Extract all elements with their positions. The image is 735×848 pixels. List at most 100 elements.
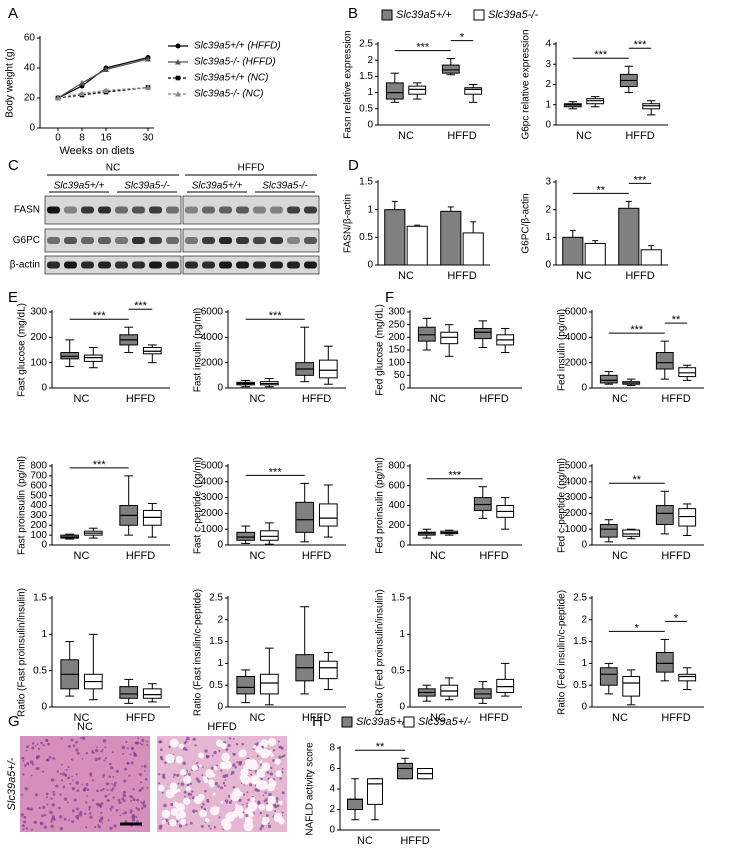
y-tick-label: 1.5 <box>359 177 373 188</box>
significance-label: *** <box>269 466 283 478</box>
y-tick-label: 0 <box>367 260 373 271</box>
nucleus <box>235 743 239 746</box>
nucleus <box>186 738 188 741</box>
nucleus <box>22 759 25 762</box>
x-tick-label: NC <box>250 712 266 724</box>
nucleus <box>164 761 167 764</box>
nucleus <box>102 787 105 791</box>
y-tick-label: 800 <box>388 461 405 472</box>
nucleus <box>111 751 114 754</box>
nucleus <box>256 788 261 793</box>
blot-band <box>253 237 266 244</box>
nucleus <box>99 806 102 809</box>
nucleus <box>238 760 243 765</box>
legend-swatch <box>403 716 415 728</box>
nucleus <box>131 813 136 818</box>
y-tick-label: 2 <box>217 614 223 625</box>
nucleus <box>50 797 53 800</box>
nucleus <box>257 801 261 805</box>
nucleus <box>46 803 49 806</box>
nucleus <box>112 787 115 790</box>
lipid-droplet <box>169 738 179 748</box>
blot-band <box>81 206 94 214</box>
blot-band <box>98 261 111 269</box>
nucleus <box>177 782 180 785</box>
nucleus <box>162 773 166 777</box>
lipid-droplet <box>274 758 281 765</box>
lipid-droplet <box>185 786 191 792</box>
nucleus <box>260 777 262 780</box>
nucleus <box>110 766 114 770</box>
y-tick-label: 300 <box>30 307 47 318</box>
nucleus <box>228 800 232 804</box>
y-tick-label: 2000 <box>565 357 588 368</box>
nucleus <box>225 802 228 804</box>
nucleus <box>23 820 27 824</box>
nucleus <box>85 801 88 804</box>
nucleus <box>246 802 248 805</box>
x-tick-label: HFFD <box>661 550 690 562</box>
x-tick-label: NC <box>357 835 373 847</box>
blot-band <box>98 237 111 244</box>
blot-band <box>304 261 317 269</box>
row-label: Slc39a5+/- <box>6 757 18 810</box>
y-tick-label: 100 <box>30 530 47 541</box>
nucleus <box>200 805 204 809</box>
y-tick-label: 200 <box>30 520 47 531</box>
y-tick-label: 2 <box>545 204 551 215</box>
y-tick-label: 5000 <box>201 461 224 472</box>
nucleus <box>183 790 187 794</box>
y-tick-label: 1.5 <box>209 636 223 647</box>
significance-label: ** <box>376 741 385 753</box>
nucleus <box>159 755 163 759</box>
y-tick-label: 1 <box>545 232 551 243</box>
nucleus <box>36 743 39 745</box>
nucleus <box>266 771 270 774</box>
nucleus <box>96 746 99 749</box>
y-tick-label: 1.5 <box>391 593 405 604</box>
blot-band <box>149 206 162 214</box>
panel-label: G <box>8 713 20 730</box>
nucleus <box>162 776 166 780</box>
y-axis-label: Fed c-peptide (pg/ml) <box>557 458 568 553</box>
y-tick-label: 600 <box>30 480 47 491</box>
nucleus <box>115 769 119 773</box>
nucleus <box>136 741 140 745</box>
y-axis-label: Ratio (Fed proinsulin/insulin) <box>375 589 386 716</box>
nucleus <box>207 825 211 828</box>
nucleus <box>21 824 25 828</box>
nucleus <box>159 740 163 744</box>
x-tick-label: NC <box>398 270 414 282</box>
nucleus <box>89 773 93 777</box>
nucleus <box>63 797 68 801</box>
nucleus <box>131 818 136 822</box>
y-tick-label: 200 <box>388 520 405 531</box>
lipid-droplet <box>217 742 223 747</box>
blot-band <box>185 261 198 269</box>
nucleus <box>176 773 180 777</box>
y-tick-label: 150 <box>388 345 405 356</box>
y-tick-label: 0 <box>399 702 405 713</box>
nucleus <box>123 779 127 783</box>
significance-label: *** <box>594 49 608 61</box>
nucleus <box>31 746 35 750</box>
group-label: HFFD <box>238 163 265 174</box>
nucleus <box>107 819 110 821</box>
nucleus <box>82 788 86 792</box>
y-tick-label: 0.5 <box>33 665 47 676</box>
nucleus <box>49 810 53 815</box>
y-tick-label: 4000 <box>565 476 588 487</box>
blot-band <box>115 261 128 269</box>
nucleus <box>217 785 220 788</box>
nucleus <box>122 790 126 794</box>
nucleus <box>122 812 124 815</box>
nucleus <box>131 796 134 799</box>
nucleus <box>253 812 256 815</box>
lipid-droplet <box>175 814 182 820</box>
nucleus <box>138 789 142 792</box>
y-tick-label: 3 <box>545 177 551 188</box>
blot-band <box>47 237 60 244</box>
nucleus <box>98 803 101 806</box>
y-axis-label: NAFLD activity score <box>305 742 316 836</box>
y-axis-label: Fast proinsulin (pg/ml) <box>17 456 28 555</box>
